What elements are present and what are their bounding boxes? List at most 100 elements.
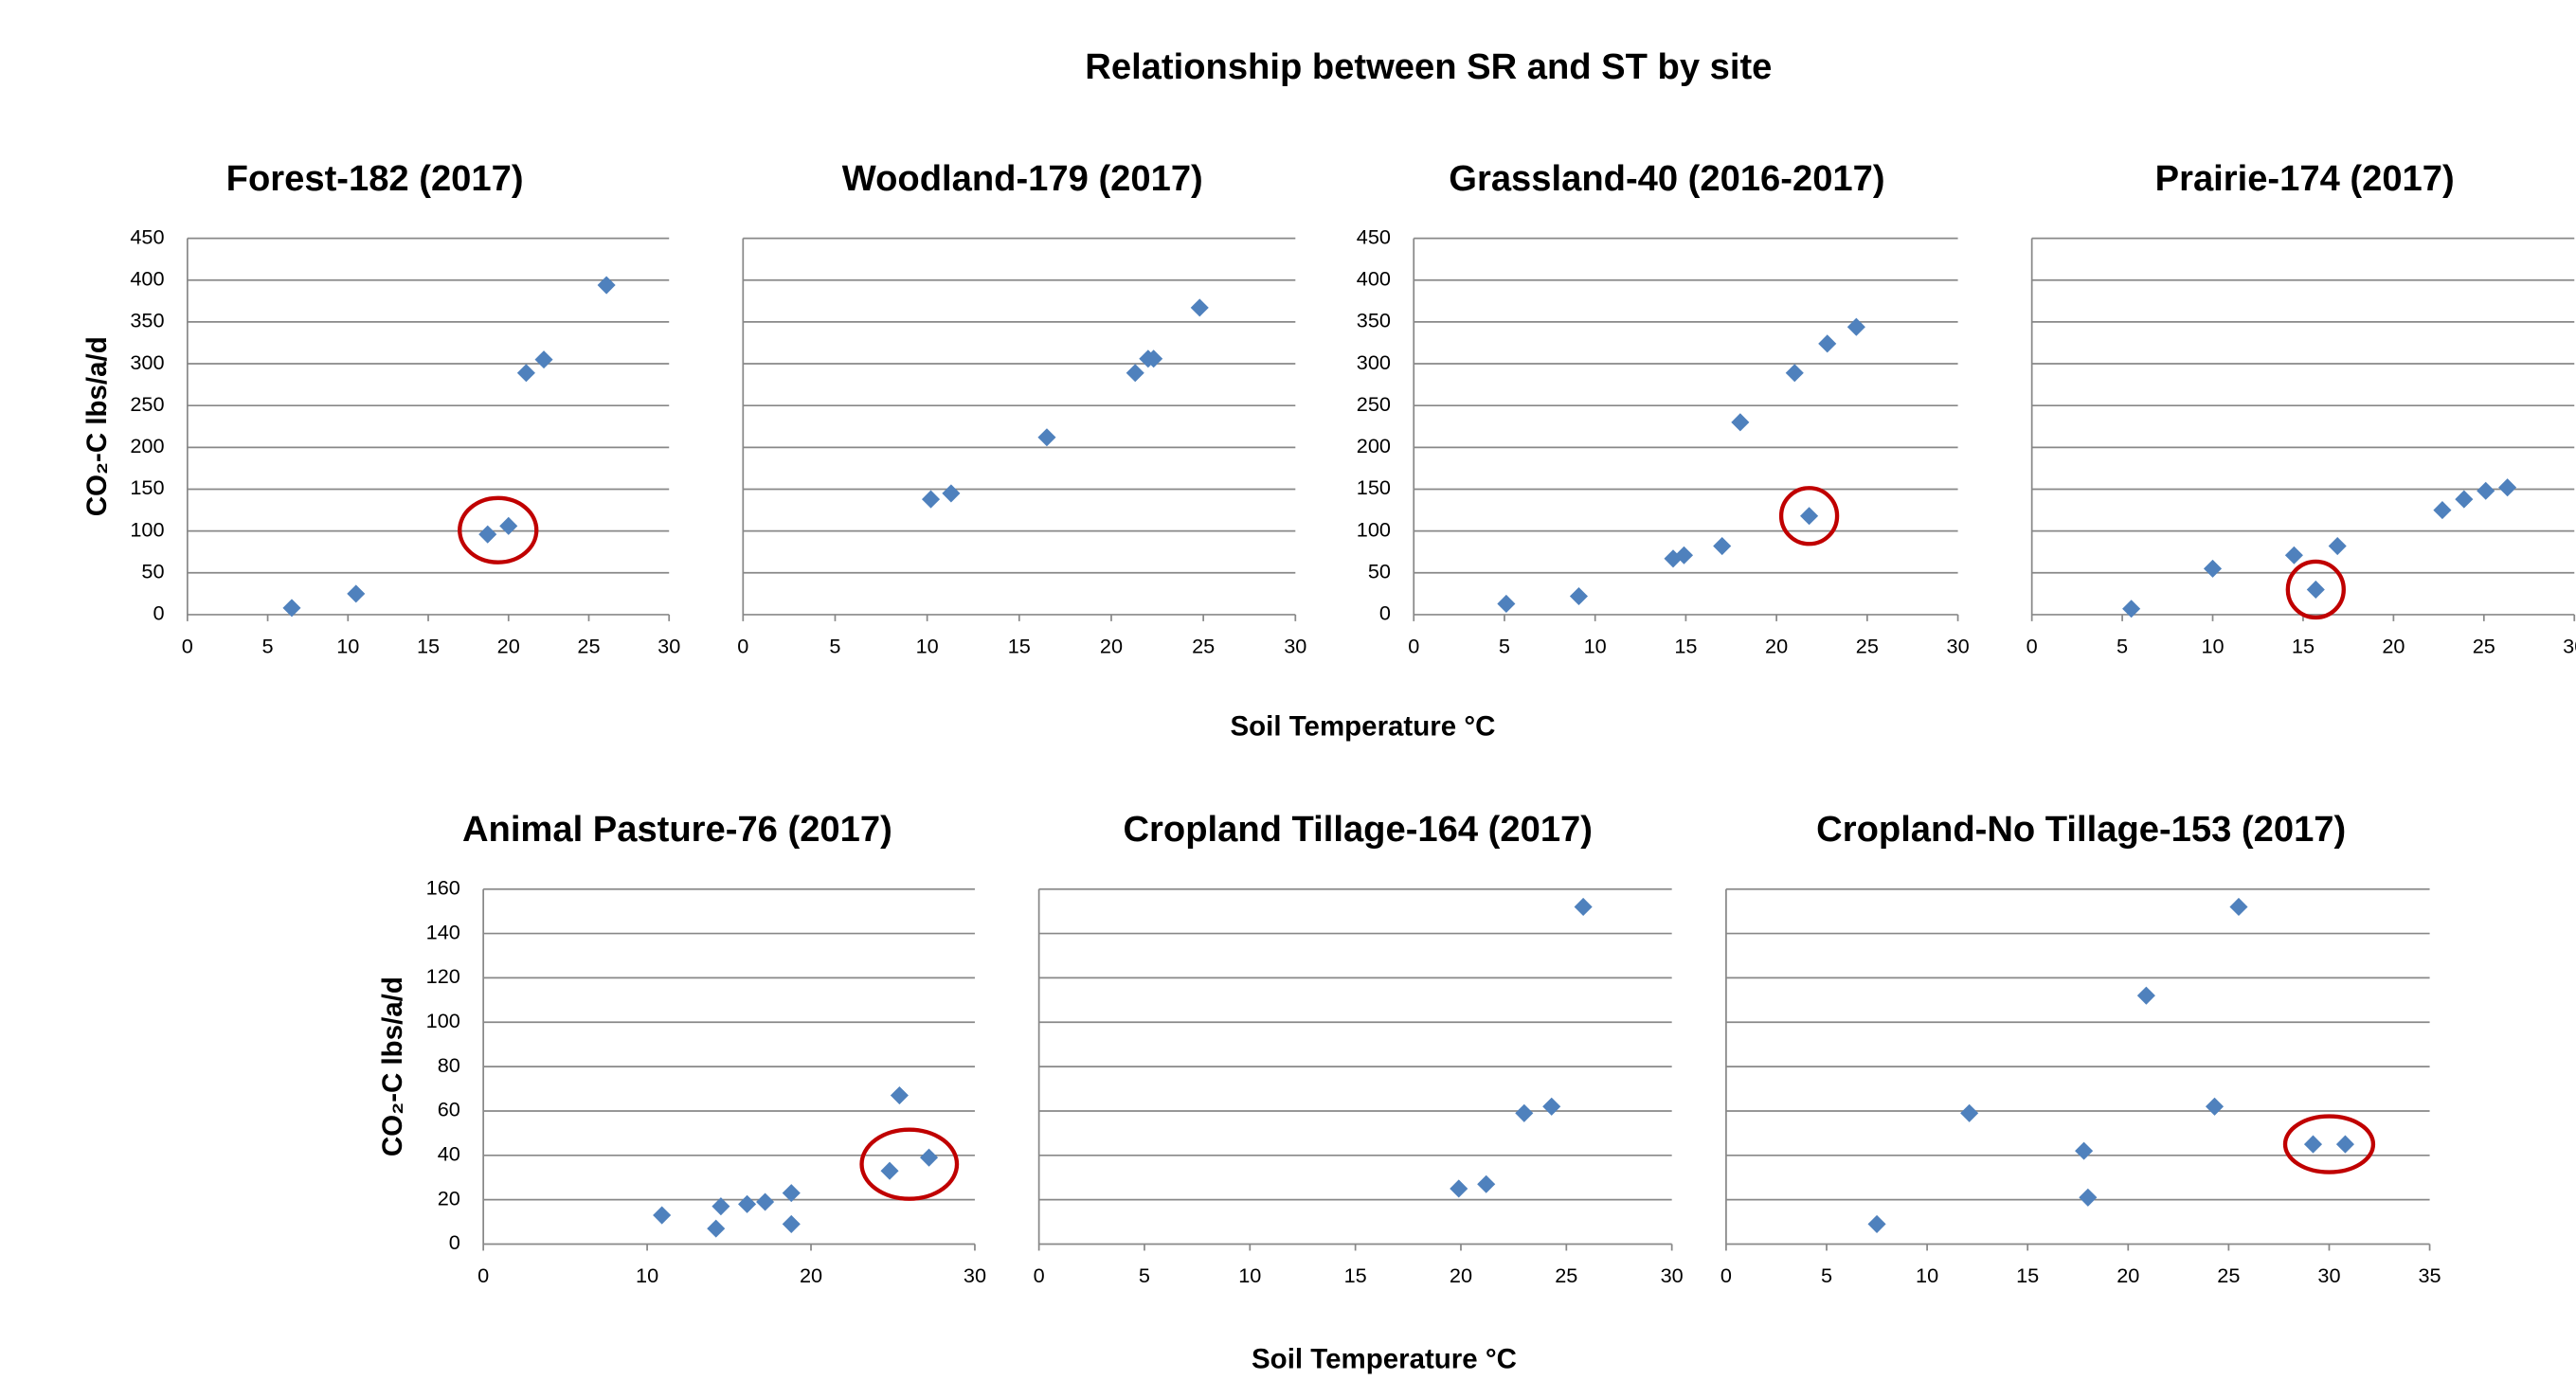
highlight-circle: [2282, 1114, 2376, 1174]
point: [1674, 546, 1694, 565]
point: [707, 1219, 726, 1238]
x-axis-label: Soil Temperature °C: [1252, 1343, 1517, 1374]
point: [2328, 536, 2347, 556]
point: [1846, 317, 1865, 336]
y-tick-label: 250: [130, 392, 164, 416]
y-tick-label: 150: [1357, 475, 1391, 499]
figure-title: Relationship between SR and ST by site: [1085, 46, 1772, 87]
x-tick-label: 20: [800, 1264, 822, 1287]
point: [2498, 478, 2517, 497]
point: [1542, 1097, 1561, 1116]
point: [1190, 298, 1209, 317]
point: [2136, 986, 2155, 1005]
x-tick-label: 20: [1765, 634, 1788, 657]
x-tick-label: 0: [2027, 634, 2038, 657]
x-tick-label: 10: [2201, 634, 2224, 657]
x-tick-label: 5: [1499, 634, 1510, 657]
point: [1960, 1103, 1979, 1122]
x-tick-label: 25: [2473, 634, 2495, 657]
x-tick-label: 35: [2419, 1264, 2441, 1287]
point: [2433, 501, 2452, 520]
x-tick-label: 30: [1661, 1264, 1684, 1287]
point: [1126, 364, 1144, 383]
point: [478, 525, 497, 544]
point: [2203, 559, 2223, 578]
point: [2455, 490, 2474, 509]
y-tick-label: 100: [1357, 517, 1391, 541]
x-axis-label: Soil Temperature °C: [1230, 710, 1495, 742]
chart-title: Cropland Tillage-164 (2017): [1123, 809, 1592, 850]
point: [919, 1148, 939, 1167]
point: [2303, 1135, 2323, 1154]
chart-title: Woodland-179 (2017): [842, 158, 1203, 199]
point: [2477, 481, 2495, 500]
point: [890, 1086, 909, 1105]
point: [2075, 1141, 2094, 1160]
point: [1818, 334, 1837, 353]
y-tick-label: 50: [1368, 560, 1391, 583]
highlight-circle: [2285, 559, 2346, 620]
y-tick-label: 20: [438, 1186, 460, 1210]
point: [1867, 1214, 1886, 1233]
y-tick-label: 250: [1357, 392, 1391, 416]
point: [2122, 600, 2141, 618]
y-tick-label: 140: [426, 920, 460, 943]
y-tick-label: 40: [438, 1142, 460, 1166]
point: [1515, 1103, 1534, 1122]
x-tick-label: 30: [1947, 634, 1970, 657]
point: [653, 1206, 672, 1225]
y-tick-label: 60: [438, 1098, 460, 1121]
point: [921, 490, 941, 509]
y-tick-label: 350: [1357, 309, 1391, 332]
x-tick-label: 15: [1674, 634, 1697, 657]
x-tick-label: 25: [577, 634, 600, 657]
x-tick-label: 10: [916, 634, 939, 657]
x-tick-label: 25: [1856, 634, 1879, 657]
y-tick-label: 0: [449, 1230, 460, 1254]
point: [738, 1194, 757, 1213]
y-axis-label: CO₂-C lbs/a/d: [377, 977, 408, 1156]
point: [1800, 507, 1819, 526]
point: [1574, 897, 1593, 916]
point: [2205, 1097, 2225, 1116]
y-tick-label: 100: [130, 517, 164, 541]
y-tick-label: 350: [130, 309, 164, 332]
chart-title: Cropland-No Tillage-153 (2017): [1816, 809, 2346, 850]
x-tick-label: 20: [1450, 1264, 1472, 1287]
y-tick-label: 450: [130, 224, 164, 248]
point: [2229, 897, 2248, 916]
x-tick-label: 0: [1408, 634, 1419, 657]
x-tick-label: 25: [1555, 1264, 1577, 1287]
point: [2284, 546, 2303, 565]
y-tick-label: 80: [438, 1053, 460, 1077]
chart-title: Grassland-40 (2016-2017): [1449, 158, 1884, 199]
y-tick-label: 100: [426, 1009, 460, 1032]
x-tick-label: 30: [1284, 634, 1306, 657]
x-tick-label: 5: [2117, 634, 2128, 657]
x-tick-label: 20: [2117, 1264, 2139, 1287]
x-tick-label: 20: [2382, 634, 2405, 657]
point: [1477, 1174, 1496, 1193]
highlight-circle: [458, 495, 539, 565]
point: [1144, 349, 1163, 368]
y-axis-label: CO₂-C lbs/a/d: [81, 336, 113, 516]
x-tick-label: 20: [1100, 634, 1123, 657]
x-tick-label: 5: [829, 634, 840, 657]
x-tick-label: 30: [2317, 1264, 2340, 1287]
y-tick-label: 300: [1357, 350, 1391, 374]
point: [1037, 428, 1056, 447]
x-tick-label: 15: [2016, 1264, 2039, 1287]
chart-title: Prairie-174 (2017): [2155, 158, 2455, 199]
x-tick-label: 25: [2217, 1264, 2240, 1287]
x-tick-label: 5: [262, 634, 274, 657]
x-tick-label: 5: [1139, 1264, 1150, 1287]
point: [1785, 364, 1804, 383]
x-tick-label: 10: [1238, 1264, 1261, 1287]
y-tick-label: 150: [130, 475, 164, 499]
point: [2079, 1188, 2098, 1207]
point: [534, 350, 553, 369]
y-tick-label: 0: [153, 601, 164, 625]
x-tick-label: 0: [477, 1264, 489, 1287]
highlight-circle: [1778, 486, 1840, 547]
point: [1450, 1179, 1468, 1198]
